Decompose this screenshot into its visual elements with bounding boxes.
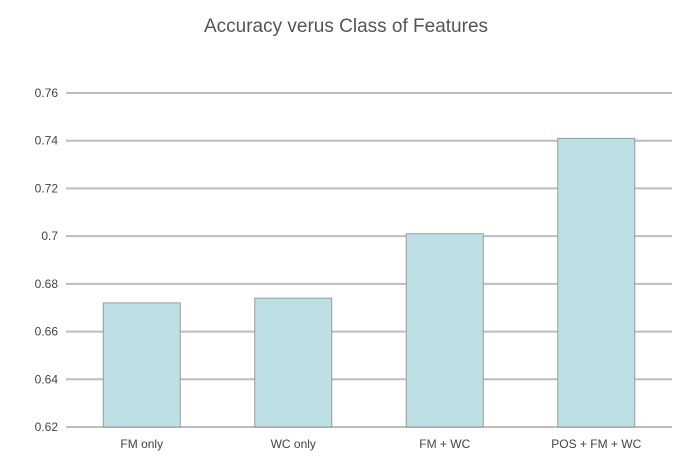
bar-fm-only — [102, 302, 181, 428]
x-tick-label: POS + FM + WC — [551, 437, 641, 451]
y-tick-label: 0.76 — [35, 86, 59, 100]
x-tick-label: FM + WC — [419, 437, 470, 451]
y-tick-label: 0.64 — [35, 372, 59, 386]
x-tick-label: FM only — [120, 437, 163, 451]
bars — [102, 137, 636, 428]
x-tick-label: WC only — [271, 437, 316, 451]
y-tick-label: 0.66 — [35, 325, 59, 339]
y-tick-label: 0.74 — [35, 134, 59, 148]
bar-fm-wc — [405, 233, 484, 428]
chart-title: Accuracy verus Class of Features — [203, 16, 489, 37]
bar-wc-only — [254, 297, 333, 428]
y-tick-label: 0.68 — [35, 277, 59, 291]
x-axis: FM only WC only FM + WC POS + FM + WC — [120, 437, 641, 451]
y-tick-label: 0.7 — [41, 229, 58, 243]
bar-pos-fm-wc — [557, 137, 636, 428]
y-tick-label: 0.72 — [35, 181, 59, 195]
y-axis: 0.62 0.64 0.66 0.68 0.7 0.72 0.74 0.76 — [35, 86, 59, 434]
y-tick-label: 0.62 — [35, 420, 59, 434]
